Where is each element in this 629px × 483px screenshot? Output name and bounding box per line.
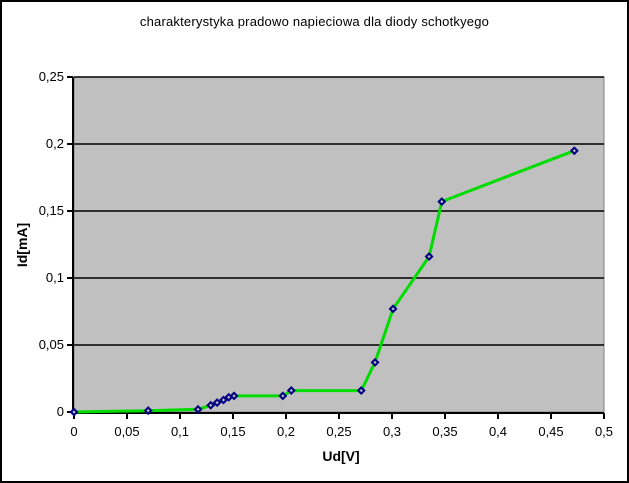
data-point-marker-center (289, 388, 293, 393)
x-tick-label: 0,25 (326, 424, 351, 439)
x-tick-label: 0,2 (277, 424, 295, 439)
data-point-marker-center (440, 200, 444, 204)
y-tick-label: 0,15 (39, 203, 64, 218)
data-point-marker-center (209, 403, 213, 407)
y-tick-label: 0,1 (46, 270, 64, 285)
x-tick-label: 0,1 (171, 424, 189, 439)
data-point-marker-center (359, 388, 363, 393)
x-axis-title: Ud[V] (322, 448, 359, 464)
data-point-marker-center (227, 395, 231, 399)
data-point-marker-center (72, 410, 76, 414)
x-tick-label: 0,15 (220, 424, 245, 439)
data-point-marker-center (572, 149, 576, 153)
plot-layer: 0 0,05 0,1 0,15 0,2 0,25 0,3 0,35 0,4 0,45 0,5 0 0,0… (39, 69, 613, 439)
x-tick-label: 0,4 (489, 424, 507, 439)
data-point-marker-center (196, 407, 200, 411)
x-tick-label: 0,5 (595, 424, 613, 439)
y-tick-label: 0,2 (46, 136, 64, 151)
plot-area (73, 76, 605, 413)
data-point-marker-center (391, 307, 395, 311)
x-tick-label: 0 (70, 424, 77, 439)
y-tick-label: 0 (57, 404, 64, 419)
chart-title: charakterystyka pradowo napieciowa dla d… (139, 14, 490, 29)
data-point-marker-center (373, 360, 377, 365)
data-point-marker-center (221, 398, 226, 402)
data-point-marker-center (146, 409, 150, 413)
x-tick-label: 0,35 (432, 424, 457, 439)
y-tick-label: 0,25 (39, 69, 64, 84)
y-axis-title: Id[mA] (14, 223, 30, 267)
y-tick-label: 0,05 (39, 337, 64, 352)
data-point-marker-center (281, 394, 285, 398)
x-tick-label: 0,05 (114, 424, 139, 439)
data-point-marker-center (427, 254, 431, 259)
data-series-line (72, 149, 576, 414)
x-tick-label: 0,45 (538, 424, 563, 439)
data-point-marker-center (232, 394, 236, 398)
x-tick-label: 0,3 (383, 424, 401, 439)
data-point-marker-center (215, 401, 219, 405)
